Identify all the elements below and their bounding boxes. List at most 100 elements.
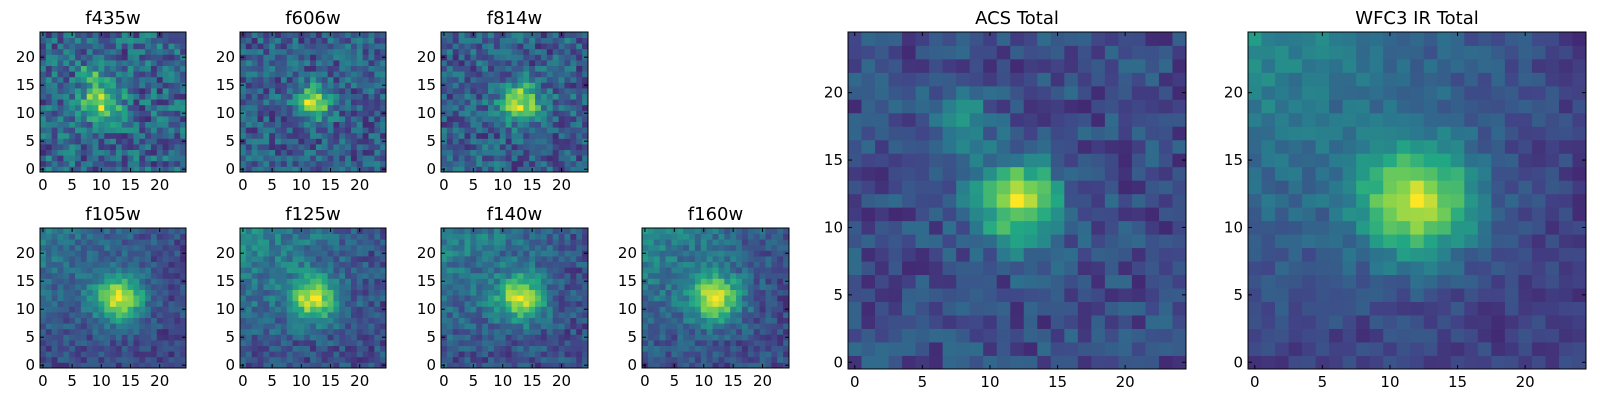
image-pixel — [121, 37, 128, 44]
image-pixel — [40, 340, 47, 346]
image-pixel — [747, 323, 755, 330]
image-pixel — [564, 328, 571, 335]
image-pixel — [1158, 315, 1173, 329]
image-pixel — [327, 155, 334, 162]
image-pixel — [156, 351, 164, 358]
image-pixel — [535, 138, 542, 145]
image-pixel — [374, 160, 381, 167]
image-pixel — [269, 267, 276, 274]
image-pixel — [374, 250, 381, 257]
image-pixel — [546, 160, 554, 167]
image-pixel — [712, 312, 719, 318]
image-pixel — [576, 104, 583, 111]
image-pixel — [127, 312, 134, 318]
image-pixel — [292, 104, 299, 111]
image-pixel — [446, 149, 454, 156]
image-pixel — [677, 278, 684, 285]
image-pixel — [677, 362, 684, 369]
image-pixel — [441, 93, 448, 100]
image-pixel — [488, 93, 495, 100]
image-pixel — [327, 110, 334, 117]
image-pixel — [464, 132, 471, 139]
image-pixel — [546, 82, 554, 89]
image-pixel — [150, 312, 158, 318]
image-pixel — [488, 138, 495, 145]
image-pixel — [286, 65, 293, 72]
image-pixel — [493, 334, 501, 341]
y-tick-label: 15 — [216, 272, 235, 290]
image-pixel — [718, 272, 725, 279]
image-pixel — [133, 356, 140, 363]
y-tick-label: 10 — [16, 300, 35, 318]
image-pixel — [753, 323, 760, 330]
image-pixel — [298, 60, 305, 66]
image-pixel — [240, 356, 247, 363]
image-pixel — [174, 239, 181, 246]
image-pixel — [75, 116, 82, 122]
image-pixel — [694, 312, 702, 318]
image-pixel — [80, 93, 88, 100]
image-pixel — [180, 323, 187, 330]
image-pixel — [540, 345, 548, 352]
image-pixel — [315, 250, 323, 257]
image-pixel — [362, 155, 369, 162]
image-pixel — [464, 345, 471, 352]
image-pixel — [996, 301, 1011, 316]
image-pixel — [333, 116, 340, 122]
image-pixel — [1050, 315, 1065, 329]
image-pixel — [362, 82, 369, 89]
image-pixel — [771, 267, 778, 274]
image-pixel — [452, 93, 460, 100]
image-pixel — [730, 256, 737, 262]
image-pixel — [777, 295, 784, 302]
image-pixel — [576, 32, 583, 38]
image-pixel — [464, 116, 471, 122]
image-pixel — [1145, 342, 1160, 356]
image-pixel — [929, 234, 944, 249]
image-pixel — [145, 121, 152, 128]
image-pixel — [280, 82, 288, 89]
image-pixel — [145, 351, 152, 358]
x-tick-label: 0 — [640, 372, 650, 390]
image-pixel — [861, 247, 876, 262]
image-pixel — [57, 261, 64, 268]
image-pixel — [540, 261, 548, 268]
image-pixel — [333, 233, 340, 240]
image-pixel — [712, 323, 719, 330]
image-pixel — [133, 121, 140, 128]
image-pixel — [92, 239, 99, 246]
image-pixel — [69, 65, 76, 72]
image-pixel — [145, 65, 152, 72]
x-tick-label: 0 — [439, 176, 449, 194]
image-pixel — [564, 110, 571, 117]
image-pixel — [150, 278, 158, 285]
image-pixel — [511, 82, 518, 89]
image-pixel — [558, 37, 565, 44]
image-pixel — [446, 250, 454, 257]
image-pixel — [464, 272, 471, 279]
image-pixel — [86, 65, 93, 72]
image-pixel — [1118, 234, 1133, 249]
image-pixel — [558, 144, 565, 150]
image-pixel — [1050, 261, 1065, 276]
image-pixel — [362, 93, 369, 100]
image-pixel — [765, 300, 772, 307]
image-pixel — [493, 261, 501, 268]
image-pixel — [552, 233, 559, 240]
image-pixel — [63, 166, 70, 173]
image-pixel — [771, 328, 778, 335]
image-pixel — [511, 54, 518, 61]
image-pixel — [1118, 166, 1133, 181]
image-pixel — [582, 351, 589, 358]
image-pixel — [80, 43, 88, 50]
image-pixel — [121, 104, 128, 111]
image-pixel — [339, 312, 346, 318]
image-pixel — [310, 48, 317, 55]
image-pixel — [535, 82, 542, 89]
image-pixel — [86, 144, 93, 150]
image-pixel — [576, 239, 583, 246]
image-pixel — [540, 65, 548, 72]
image-pixel — [1118, 315, 1133, 329]
image-pixel — [339, 295, 346, 302]
image-pixel — [476, 116, 483, 122]
